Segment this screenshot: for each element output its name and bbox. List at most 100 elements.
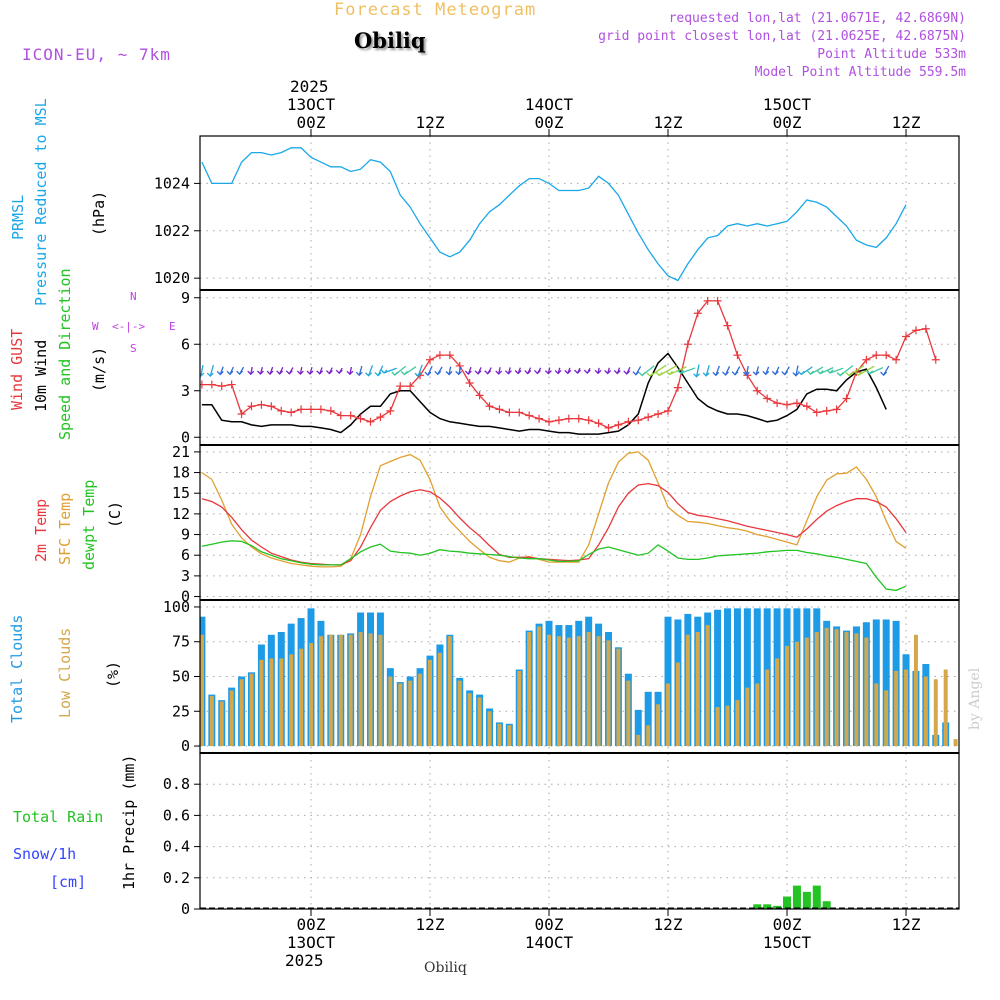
low-cloud-bar [299,648,304,747]
gust-marker [346,411,355,420]
time-label-bottom: 12Z [416,915,445,934]
value-label: 3 [181,382,190,400]
wind-arrow-head [514,370,522,375]
value-label: 75 [172,633,190,651]
total-cloud-bar [664,616,672,747]
gust-marker [495,405,504,414]
wind-arrow-head [424,371,432,376]
gust-marker [604,423,613,432]
time-label-top: 00Z [773,113,802,132]
low-cloud-bar [695,631,700,747]
gust-marker [703,296,712,305]
gust-markers [200,296,940,432]
wind-arrow-head [484,370,492,375]
low-cloud-bar [428,659,433,747]
gust-marker [872,351,881,360]
date-label-bottom: 13OCT [287,933,336,952]
low-cloud-bar [467,693,472,747]
value-label: 6 [181,335,190,353]
wind-arrow-head [474,370,482,375]
wind-arrow-head [666,371,673,376]
gust-marker [237,410,246,418]
gust-marker [763,394,772,403]
total-cloud-bar [882,619,890,747]
low-cloud-bar [824,627,829,747]
wind-arrow-head [613,370,621,375]
low-cloud-bar [318,636,323,747]
total-cloud-bar [743,608,751,747]
low-cloud-bar [854,633,859,747]
wind-arrow [695,364,700,377]
low-cloud-bar [378,634,383,747]
low-cloud-bar [219,701,224,747]
low-cloud-bar [964,732,968,746]
gust-marker [465,379,474,387]
gust-marker [792,399,801,408]
value-label: 0 [181,428,190,446]
gust-marker [862,355,871,364]
gust-marker [614,420,623,429]
gust-marker [802,402,811,411]
value-label: 21 [172,443,190,461]
value-label: 0 [181,588,190,606]
snow-label: Snow/1h [13,845,77,863]
gust-marker [773,399,782,408]
low-cloud-bar [457,680,462,747]
low-cloud-bar [755,683,760,747]
wind-arrow-head [226,370,234,376]
gust-marker [664,406,673,415]
wind-arrow [705,365,710,377]
wind-arrow-head [325,370,333,375]
wind-arrow-head [638,371,646,377]
value-label: 18 [172,464,190,482]
gust-marker [376,413,385,422]
low-cloud-bar [200,634,204,747]
gust-marker [822,406,831,415]
value-label: 50 [172,668,190,686]
wind-arrow-head [266,370,274,375]
wind-arrow-head [365,372,373,377]
value-label: 3 [181,567,190,585]
low-cloud-bar [497,723,502,747]
total-rain-label: Total Rain [13,808,104,826]
gust-marker [505,408,514,417]
wind-arrow-head [374,372,382,377]
low-cloud-bar [328,634,333,747]
wind-arrow-head [731,371,739,376]
low-cloud-bar [408,680,413,747]
wind-direction-arrows [200,364,890,378]
low-cloud-bar [834,629,839,747]
low-cloud-bar [913,634,918,747]
wind-arrow-head [380,369,388,374]
low-cloud-bar [626,680,631,747]
low-cloud-bar [884,690,889,747]
gust-marker [753,386,762,395]
gust-marker [406,382,415,391]
gust-marker [832,405,841,414]
gust-marker [911,326,920,335]
gust-marker [574,414,583,423]
gust-marker [525,411,534,420]
wind-arrow-head [504,370,512,375]
total-cloud-bar [714,609,722,747]
wind-arrow-head [247,370,255,376]
value-label: 0.6 [163,806,190,824]
gust-marker [297,405,306,414]
wind-arrow-head [346,370,354,376]
wind-arrow-head [742,371,750,377]
wind-arrow-head [200,372,205,378]
wind-arrow-head [236,370,244,375]
low-cloud-bar [348,634,353,747]
wind-arrow [383,367,397,374]
low-cloud-bar [269,658,274,747]
wind-arrow-head [391,371,399,376]
low-cloud-bar [209,695,214,747]
low-cloud-bar [844,631,849,747]
wind-arrow-head [296,370,304,375]
panel-frame [199,444,960,601]
gust-marker [723,321,732,330]
wind-arrow-head [355,371,363,377]
compass-arrows: <-|-> [112,320,146,333]
wind-arrow [358,365,363,376]
gust-marker [277,406,286,415]
